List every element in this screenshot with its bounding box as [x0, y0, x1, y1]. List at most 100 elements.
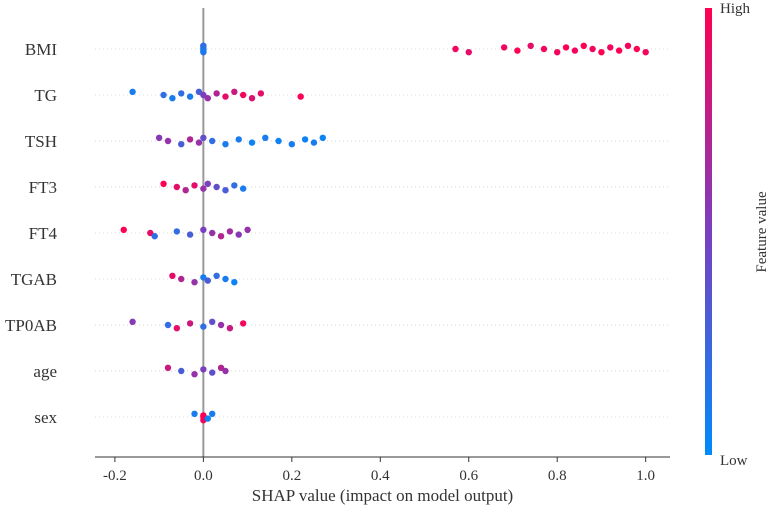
shap-point	[204, 180, 211, 187]
shap-point	[173, 325, 181, 332]
shap-point	[209, 229, 216, 237]
shap-point	[191, 371, 198, 378]
shap-point	[248, 95, 256, 102]
shap-point	[200, 366, 207, 373]
shap-point	[239, 91, 247, 99]
x-tick-label: 0.4	[371, 468, 390, 484]
feature-label: age	[33, 362, 57, 381]
shap-point	[200, 323, 207, 330]
feature-label: sex	[34, 408, 57, 427]
shap-point	[217, 321, 225, 329]
beeswarm-points	[120, 42, 649, 424]
shap-point	[580, 42, 587, 49]
shap-point	[222, 187, 229, 194]
shap-point	[186, 93, 194, 100]
shap-point	[209, 410, 216, 417]
shap-point	[633, 45, 641, 53]
shap-point	[164, 137, 172, 145]
shap-point	[209, 137, 216, 145]
shap-point	[500, 44, 508, 51]
shap-point	[465, 49, 472, 56]
shap-point	[598, 49, 605, 56]
shap-point	[169, 272, 176, 279]
shap-point	[178, 275, 185, 283]
shap-point	[262, 134, 269, 141]
shap-point	[235, 231, 242, 238]
shap-point	[204, 95, 211, 102]
shap-point	[129, 88, 136, 96]
feature-label: FT4	[29, 224, 58, 243]
shap-point	[540, 45, 548, 53]
shap-point	[226, 228, 234, 235]
feature-label: TG	[34, 86, 57, 105]
shap-point	[222, 141, 229, 148]
shap-point	[200, 274, 207, 281]
shap-point	[248, 139, 256, 146]
shap-point	[562, 44, 570, 51]
feature-label: FT3	[29, 178, 57, 197]
shap-point	[217, 233, 225, 240]
shap-point	[527, 42, 534, 49]
shap-point	[178, 367, 185, 375]
shap-point	[204, 277, 211, 284]
shap-point	[200, 226, 207, 233]
shap-point	[319, 134, 326, 141]
x-tick-label: 0.8	[548, 468, 567, 484]
feature-label: TP0AB	[5, 316, 57, 335]
shap-point	[226, 325, 234, 332]
shap-point	[191, 279, 198, 286]
shap-point	[173, 183, 181, 191]
feature-label: BMI	[25, 40, 57, 59]
shap-point	[186, 320, 194, 327]
shap-point	[235, 136, 242, 143]
row-gridlines	[95, 48, 670, 418]
shap-point	[301, 136, 309, 143]
shap-point	[173, 228, 181, 235]
feature-label: TSH	[25, 132, 57, 151]
shap-point	[642, 49, 649, 56]
x-tick-label: 0.0	[194, 468, 213, 484]
shap-point	[624, 42, 632, 49]
shap-point	[222, 275, 229, 283]
colorbar-title: Feature value	[754, 191, 767, 273]
shap-point	[186, 231, 194, 238]
shap-point	[452, 45, 459, 53]
shap-point	[151, 233, 158, 240]
x-axis-title: SHAP value (impact on model output)	[252, 486, 513, 505]
shap-point	[200, 47, 207, 54]
shap-point	[222, 367, 229, 375]
shap-point	[178, 141, 185, 148]
shap-point	[155, 134, 163, 141]
shap-point	[514, 47, 521, 54]
shap-point	[200, 134, 207, 141]
shap-point	[217, 364, 225, 371]
x-tick-label: -0.2	[103, 468, 127, 484]
x-tick-label: 0.6	[459, 468, 478, 484]
shap-point	[554, 49, 561, 56]
feature-label: TGAB	[11, 270, 57, 289]
shap-point	[204, 415, 211, 422]
colorbar-low-label: Low	[720, 453, 748, 469]
shap-point	[195, 88, 203, 96]
shap-point	[288, 141, 296, 148]
shap-point	[589, 45, 596, 53]
shap-point	[120, 226, 127, 233]
shap-point	[186, 136, 194, 143]
shap-point	[275, 137, 282, 145]
colorbar-high-label: High	[720, 1, 751, 17]
shap-point	[213, 90, 220, 97]
x-axis-ticks: -0.2 0.0 0.2 0.4 0.6 0.8 1.0	[103, 457, 655, 484]
shap-point	[209, 318, 216, 325]
shap-point	[239, 320, 247, 327]
shap-point	[244, 226, 251, 233]
shap-point	[257, 90, 265, 97]
shap-point	[200, 91, 207, 99]
shap-point	[191, 410, 198, 417]
shap-point	[231, 182, 238, 189]
shap-point	[164, 364, 172, 371]
shap-point	[178, 90, 185, 97]
feature-labels: BMI TG TSH FT3 FT4 TGAB TP0AB age sex	[5, 40, 57, 427]
shap-point	[200, 185, 207, 192]
shap-point	[239, 185, 247, 192]
shap-point	[182, 187, 189, 194]
